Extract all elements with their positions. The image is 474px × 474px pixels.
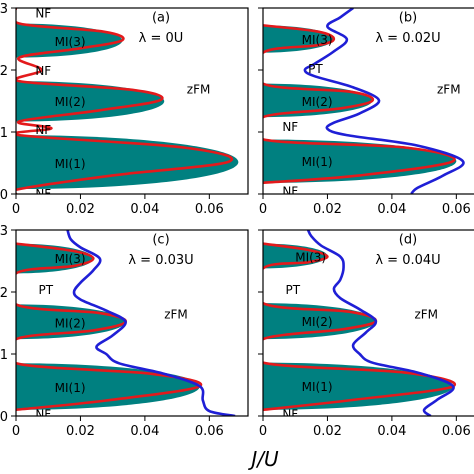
- region-label: PT: [286, 283, 301, 297]
- y-tick-label: 0: [0, 410, 8, 425]
- lambda-label: λ = 0.03U: [128, 253, 193, 268]
- y-tick-label: 2: [0, 286, 8, 301]
- x-tick-label: 0: [259, 202, 267, 217]
- plot-area: NF MI(1) MI(2) PT MI(3) zFM: [263, 230, 457, 422]
- x-tick-label: 0.02: [313, 202, 342, 217]
- red-boundary-curve: [16, 8, 234, 194]
- region-label: zFM: [187, 83, 211, 97]
- x-tick-label: 0.04: [377, 202, 406, 217]
- x-tick-label: 0: [259, 424, 267, 439]
- region-label: zFM: [414, 308, 438, 322]
- figure-xlabel: J/U: [247, 447, 279, 471]
- y-tick-label: 1: [0, 348, 8, 363]
- x-tick-label: 0: [12, 202, 20, 217]
- region-label: MI(3): [295, 251, 326, 265]
- region-label: PT: [39, 283, 54, 297]
- x-tick-label: 0.06: [442, 424, 471, 439]
- panel-tag: (b): [399, 11, 417, 26]
- panel-c: NF MI(1) MI(2) PT MI(3) zFM 0 0.02 0.04 0.06 0 1 2 3 (…: [0, 224, 249, 439]
- y-tick-label: 0: [0, 188, 8, 203]
- panel-tag: (d): [399, 233, 417, 248]
- mi-lobe: [16, 81, 165, 122]
- region-label: MI(2): [302, 95, 333, 109]
- region-label: PT: [308, 62, 323, 76]
- plot-area: NF MI(1) NF MI(2) NF MI(3) NF zFM: [16, 6, 239, 201]
- region-label: MI(2): [55, 316, 86, 330]
- x-tick-label: 0.04: [130, 424, 159, 439]
- region-label: MI(3): [55, 35, 86, 49]
- region-label: MI(2): [55, 95, 86, 109]
- region-label: NF: [35, 408, 51, 422]
- region-label: MI(1): [302, 155, 333, 169]
- region-label: zFM: [164, 308, 188, 322]
- blue-boundary-curve: [306, 230, 455, 416]
- region-label: NF: [35, 187, 51, 201]
- red-boundary-curve: [263, 24, 456, 185]
- mi-lobe: [16, 23, 123, 58]
- region-label: NF: [282, 184, 298, 198]
- x-tick-label: 0.02: [66, 202, 95, 217]
- region-label: NF: [35, 6, 51, 20]
- region-label: MI(1): [302, 380, 333, 394]
- panel-frame: [15, 7, 249, 195]
- region-label: MI(2): [302, 315, 333, 329]
- lambda-label: λ = 0.02U: [375, 31, 440, 46]
- panel-tag: (a): [152, 11, 170, 26]
- y-tick-label: 3: [0, 224, 8, 239]
- panel-b: NF MI(1) NF MI(2) PT MI(3) zFM 0 0.02 0.04 0.06 (b)…: [258, 7, 474, 217]
- region-label: MI(3): [302, 33, 333, 47]
- x-tick-label: 0.06: [195, 424, 224, 439]
- blue-boundary-curve: [66, 230, 236, 416]
- region-label: zFM: [437, 83, 461, 97]
- panel-frame: [15, 229, 249, 417]
- region-label: NF: [282, 408, 298, 422]
- mi-lobe: [263, 362, 454, 410]
- x-tick-label: 0.06: [442, 202, 471, 217]
- x-tick-label: 0.06: [195, 202, 224, 217]
- x-tick-label: 0.02: [66, 424, 95, 439]
- panel-d: NF MI(1) MI(2) PT MI(3) zFM 0 0.02 0.04 0.06 (d) λ …: [258, 229, 474, 439]
- y-tick-label: 3: [0, 2, 8, 17]
- y-tick-label: 2: [0, 64, 8, 79]
- lambda-label: λ = 0U: [139, 31, 184, 46]
- x-tick-label: 0.02: [313, 424, 342, 439]
- region-label: NF: [282, 120, 298, 134]
- panel-a: NF MI(1) NF MI(2) NF MI(3) NF zFM 0 0.02 0.04 0.06 0…: [0, 2, 249, 217]
- lambda-label: λ = 0.04U: [375, 253, 440, 268]
- panel-frame: [262, 229, 474, 417]
- x-tick-label: 0.04: [377, 424, 406, 439]
- mi-lobe: [263, 139, 457, 183]
- y-tick-label: 1: [0, 126, 8, 141]
- region-label: NF: [35, 64, 51, 78]
- plot-area: NF MI(1) MI(2) PT MI(3) zFM: [16, 230, 236, 422]
- region-label: MI(1): [55, 157, 86, 171]
- region-label: NF: [35, 123, 51, 137]
- x-tick-label: 0: [12, 424, 20, 439]
- x-tick-label: 0.04: [130, 202, 159, 217]
- blue-boundary-curve: [303, 8, 465, 194]
- panel-frame: [262, 7, 474, 195]
- region-label: MI(1): [55, 381, 86, 395]
- plot-area: NF MI(1) NF MI(2) PT MI(3) zFM: [263, 8, 465, 198]
- panel-tag: (c): [152, 233, 169, 248]
- region-label: MI(3): [55, 252, 86, 266]
- panels-group: NF MI(1) NF MI(2) NF MI(3) NF zFM 0 0.02 0.04 0.06 0…: [0, 2, 474, 439]
